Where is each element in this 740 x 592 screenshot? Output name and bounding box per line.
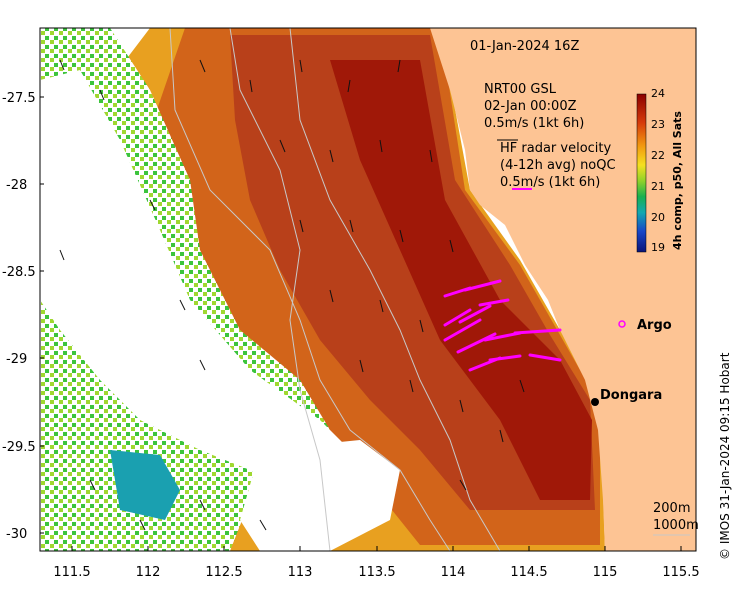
- cloud-gap: [40, 70, 390, 520]
- depth-contour-1000m: [169, 28, 451, 551]
- x-tick-label: 113.5: [358, 565, 395, 580]
- x-tick-label: 114: [441, 565, 466, 580]
- colorbar-tick: 23: [651, 118, 665, 131]
- radar-legend-line2: (4-12h avg) noQC: [500, 158, 616, 173]
- depth-contour-extra: [229, 28, 331, 551]
- x-tick-label: 112.5: [205, 565, 242, 580]
- credit-text: © IMOS 31-Jan-2024 09:15 Hobart: [718, 352, 732, 560]
- x-tick-label: 114.5: [510, 565, 547, 580]
- x-tick-label: 111.5: [53, 565, 90, 580]
- y-tick-label: -29: [6, 352, 27, 367]
- colorbar: [636, 93, 647, 253]
- colorbar-label: 4h comp, p50, All Sats: [671, 111, 684, 250]
- colorbar-tick: 19: [651, 241, 665, 254]
- x-tick-label: 113: [288, 565, 313, 580]
- sst-warm-core: [330, 60, 592, 500]
- x-tick-label: 115.5: [662, 565, 699, 580]
- cloud-gap-south: [240, 440, 400, 551]
- colorbar-tick: 24: [651, 87, 665, 100]
- land: [430, 28, 696, 551]
- hf-radar-arrows: [443, 279, 562, 372]
- colorbar-tick: 21: [651, 180, 665, 193]
- radar-legend-line1: HF radar velocity: [500, 141, 612, 156]
- x-tick-label: 112: [136, 565, 161, 580]
- y-tick-label: -29.5: [2, 440, 36, 455]
- y-tick-label: -28: [6, 178, 27, 193]
- current-legend-line2: 02-Jan 00:00Z: [484, 99, 577, 114]
- map-timestamp: 01-Jan-2024 16Z: [470, 39, 579, 54]
- map-frame: [39, 27, 697, 552]
- dongara-label: Dongara: [600, 388, 662, 403]
- contour-label-200m: 200m: [653, 501, 690, 516]
- dongara-marker: [591, 398, 599, 406]
- colorbar-tick: 20: [651, 211, 665, 224]
- current-arrows: [59, 59, 525, 531]
- argo-marker: [618, 320, 626, 328]
- cold-patch: [110, 450, 180, 520]
- depth-contour-200m: [289, 28, 501, 551]
- y-tick-label: -27.5: [2, 91, 36, 106]
- y-tick-label: -28.5: [2, 265, 36, 280]
- argo-label: Argo: [637, 318, 672, 333]
- x-tick-label: 115: [593, 565, 618, 580]
- y-tick-label: -30: [6, 527, 27, 542]
- contour-label-1000m: 1000m: [653, 518, 699, 533]
- current-legend-line3: 0.5m/s (1kt 6h): [484, 116, 584, 131]
- radar-legend-line3: 0.5m/s (1kt 6h): [500, 175, 600, 190]
- colorbar-tick: 22: [651, 149, 665, 162]
- current-legend-line1: NRT00 GSL: [484, 82, 557, 97]
